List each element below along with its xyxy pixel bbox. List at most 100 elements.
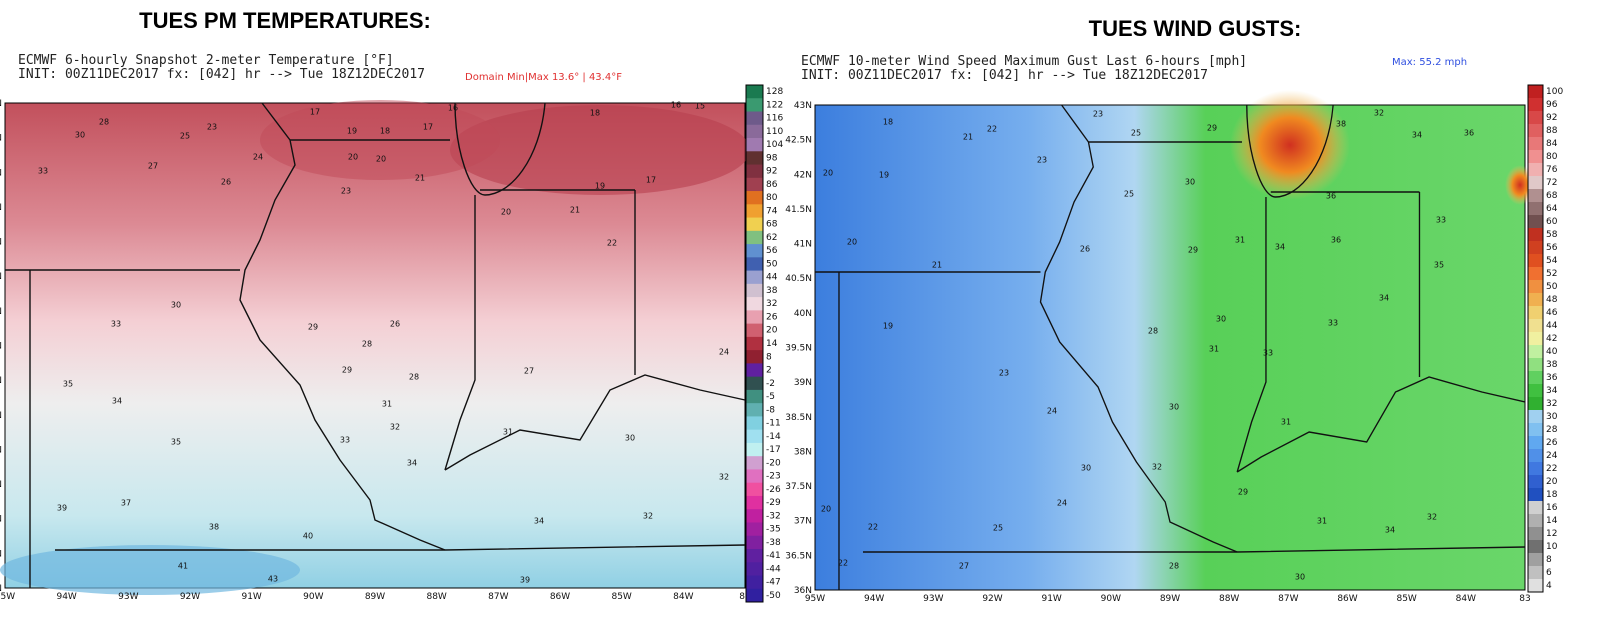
colorbar-label: 32 bbox=[1546, 399, 1557, 409]
station-value: 38 bbox=[1336, 120, 1346, 129]
lon-label: 87W bbox=[1278, 594, 1298, 604]
lat-label: 36.5N bbox=[0, 549, 2, 559]
station-value: 31 bbox=[1281, 418, 1291, 427]
colorbar-label: 80 bbox=[766, 193, 778, 203]
note: Domain Min|Max 13.6° | 43.4°F bbox=[465, 72, 622, 83]
colorbar-label: 34 bbox=[1546, 386, 1558, 396]
colorbar-label: -2 bbox=[766, 379, 775, 389]
station-value: 43 bbox=[268, 575, 278, 584]
colorbar-label: 10 bbox=[1546, 542, 1558, 552]
station-value: 18 bbox=[590, 109, 600, 118]
station-value: 27 bbox=[524, 367, 534, 376]
colorbar-label: 62 bbox=[766, 233, 777, 243]
colorbar-label: 38 bbox=[1546, 360, 1558, 370]
colorbar-swatch bbox=[1528, 514, 1543, 528]
shade bbox=[1230, 90, 1350, 200]
station-value: 19 bbox=[595, 182, 605, 191]
colorbar-label: 8 bbox=[1546, 555, 1552, 565]
colorbar-swatch bbox=[746, 389, 763, 404]
station-value: 26 bbox=[1080, 245, 1090, 254]
lat-label: 36.5N bbox=[785, 551, 812, 561]
station-value: 36 bbox=[1326, 192, 1336, 201]
station-value: 30 bbox=[75, 131, 85, 140]
station-value: 28 bbox=[1169, 562, 1179, 571]
station-value: 20 bbox=[376, 155, 386, 164]
lat-label: 43N bbox=[794, 101, 812, 111]
map-area bbox=[814, 104, 1526, 591]
colorbar-swatch bbox=[746, 575, 763, 590]
station-value: 15 bbox=[695, 102, 705, 111]
colorbar-label: 48 bbox=[1546, 295, 1558, 305]
lon-label: 94W bbox=[56, 592, 76, 602]
station-value: 20 bbox=[847, 238, 857, 247]
colorbar-label: 36 bbox=[1546, 373, 1558, 383]
colorbar-swatch bbox=[746, 495, 763, 510]
colorbar-label: 68 bbox=[766, 220, 778, 230]
colorbar-label: -5 bbox=[766, 392, 775, 402]
station-value: 22 bbox=[987, 125, 997, 134]
lat-label: 36N bbox=[0, 584, 2, 594]
station-value: 36 bbox=[1464, 129, 1474, 138]
colorbar-swatch bbox=[1528, 124, 1543, 138]
colorbar-swatch bbox=[746, 204, 763, 219]
colorbar-label: 18 bbox=[1546, 490, 1558, 500]
station-value: 33 bbox=[340, 436, 350, 445]
colorbar-swatch bbox=[746, 98, 763, 113]
colorbar-label: 30 bbox=[1546, 412, 1558, 422]
station-value: 23 bbox=[341, 187, 351, 196]
colorbar-label: -26 bbox=[766, 485, 781, 495]
lat-label: 38.5N bbox=[785, 413, 812, 423]
station-value: 32 bbox=[719, 473, 729, 482]
colorbar-swatch bbox=[1528, 566, 1543, 580]
lon-label: 92W bbox=[982, 594, 1002, 604]
station-value: 20 bbox=[501, 208, 511, 217]
colorbar-swatch bbox=[1528, 410, 1543, 424]
colorbar-label: 14 bbox=[766, 339, 778, 349]
colorbar-label: 44 bbox=[766, 273, 778, 283]
colorbar-label: 50 bbox=[1546, 282, 1558, 292]
station-value: 30 bbox=[171, 301, 181, 310]
lon-label: 84W bbox=[673, 592, 693, 602]
lon-label: 85W bbox=[611, 592, 631, 602]
colorbar-label: 100 bbox=[1546, 87, 1563, 97]
station-value: 23 bbox=[1037, 156, 1047, 165]
colorbar-label: 32 bbox=[766, 299, 777, 309]
lon-label: 88W bbox=[1219, 594, 1239, 604]
station-value: 29 bbox=[308, 323, 318, 332]
colorbar-swatch bbox=[1528, 111, 1543, 125]
colorbar-frame bbox=[1527, 84, 1544, 593]
lat-label: 41N bbox=[0, 238, 2, 248]
lon-label: 87W bbox=[488, 592, 508, 602]
colorbar-label: 2 bbox=[766, 366, 772, 376]
shade bbox=[450, 105, 750, 195]
station-value: 22 bbox=[868, 523, 878, 532]
station-value: 39 bbox=[57, 504, 67, 513]
station-value: 18 bbox=[883, 118, 893, 127]
lat-label: 42.5N bbox=[0, 134, 2, 144]
station-value: 28 bbox=[99, 118, 109, 127]
colorbar-label: 46 bbox=[1546, 308, 1558, 318]
colorbar-swatch bbox=[746, 191, 763, 205]
colorbar-label: 26 bbox=[1546, 438, 1558, 448]
station-value: 34 bbox=[407, 459, 417, 468]
colorbar-label: 74 bbox=[766, 206, 778, 216]
lat-label: 43N bbox=[0, 99, 2, 109]
colorbar-swatch bbox=[746, 416, 763, 431]
colorbar-swatch bbox=[1528, 358, 1543, 372]
station-value: 38 bbox=[209, 523, 219, 532]
colorbar-label: -14 bbox=[766, 432, 781, 442]
station-value: 28 bbox=[1148, 327, 1158, 336]
colorbar-label: 28 bbox=[1546, 425, 1558, 435]
station-value: 21 bbox=[570, 206, 580, 215]
lon-label: 86W bbox=[550, 592, 570, 602]
colorbar-swatch bbox=[1528, 228, 1543, 242]
colorbar-label: -32 bbox=[766, 511, 781, 521]
colorbar-swatch bbox=[1528, 176, 1543, 190]
station-value: 26 bbox=[221, 178, 231, 187]
colorbar-label: -11 bbox=[766, 419, 781, 429]
colorbar-swatch bbox=[1528, 98, 1543, 112]
colorbar-swatch bbox=[746, 469, 763, 484]
colorbar-label: 4 bbox=[1546, 581, 1552, 591]
lat-label: 38N bbox=[794, 447, 812, 457]
